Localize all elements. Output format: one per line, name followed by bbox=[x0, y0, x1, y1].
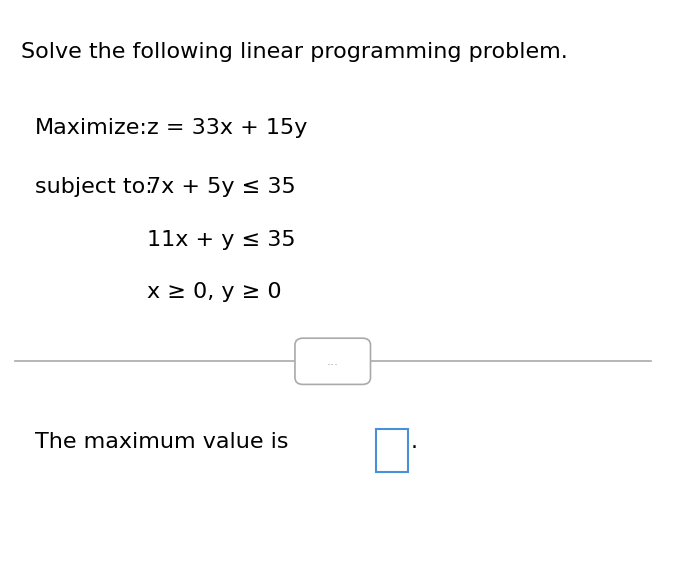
Text: 11x + y ≤ 35: 11x + y ≤ 35 bbox=[147, 230, 295, 250]
FancyBboxPatch shape bbox=[376, 429, 408, 473]
Text: 7x + 5y ≤ 35: 7x + 5y ≤ 35 bbox=[147, 177, 296, 197]
Text: Solve the following linear programming problem.: Solve the following linear programming p… bbox=[21, 42, 568, 62]
FancyBboxPatch shape bbox=[295, 338, 370, 385]
Text: x ≥ 0, y ≥ 0: x ≥ 0, y ≥ 0 bbox=[147, 282, 282, 302]
Text: subject to:: subject to: bbox=[35, 177, 152, 197]
Text: .: . bbox=[411, 432, 418, 452]
Text: The maximum value is: The maximum value is bbox=[35, 432, 288, 452]
Text: Maximize:: Maximize: bbox=[35, 118, 147, 138]
Text: ...: ... bbox=[327, 355, 338, 368]
Text: z = 33x + 15y: z = 33x + 15y bbox=[147, 118, 307, 138]
